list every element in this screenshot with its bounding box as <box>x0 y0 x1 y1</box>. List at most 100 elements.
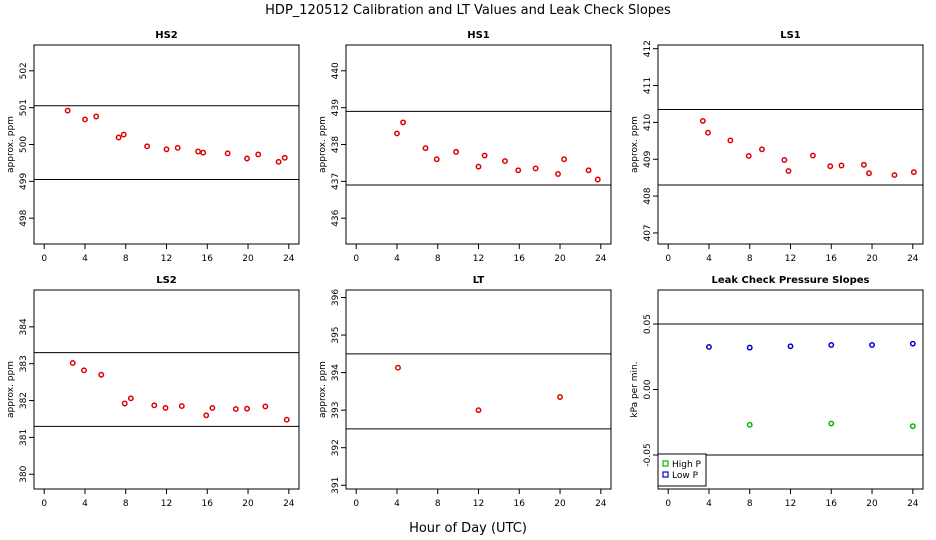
data-point-lt-series <box>557 394 563 400</box>
panel-title-ls2: LS2 <box>156 275 177 286</box>
data-point-ls1-series <box>891 172 898 179</box>
x-tick-label-lt: 16 <box>514 499 526 509</box>
x-tick-label-hs2: 12 <box>161 254 172 264</box>
legend-marker-high-p <box>662 460 669 467</box>
y-tick-label-lt: 394 <box>331 364 341 381</box>
x-tick-label-ls1: 20 <box>866 254 878 264</box>
y-tick-label-ls1: 409 <box>643 150 653 167</box>
data-point-hs1-series <box>515 167 522 174</box>
data-point-hs2-series <box>174 144 181 151</box>
y-axis-title-ls1: approx. ppm <box>630 116 640 173</box>
data-point-ls2-series <box>121 400 128 407</box>
legend-box-leak-check-pressure-slopes <box>657 453 707 487</box>
data-point-ls1-series <box>785 168 792 174</box>
x-tick-label-hs1: 24 <box>595 254 607 264</box>
y-tick-label-lt: 393 <box>331 402 341 419</box>
x-tick-label-ls2: 12 <box>161 499 172 509</box>
x-tick-label-ls1: 4 <box>706 254 712 264</box>
data-point-hs2-series <box>82 116 88 123</box>
data-point-leak-check-pressure-slopes-low-p <box>787 343 794 350</box>
data-point-hs2-series <box>93 113 100 120</box>
data-point-hs2-series <box>195 148 202 155</box>
panel-lt: LT 0 4 8 12 16 20 24 391 392 393 394 395 396 approx. p… <box>318 275 612 509</box>
data-point-hs1-series <box>585 167 592 174</box>
data-point-lt-series <box>475 407 482 414</box>
data-point-ls1-series <box>809 152 816 159</box>
data-point-ls1-series <box>759 146 765 153</box>
x-tick-label-hs2: 8 <box>123 254 129 264</box>
x-tick-label-hs1: 4 <box>394 254 400 264</box>
data-point-hs2-series <box>144 143 151 150</box>
y-tick-label-hs2: 498 <box>19 209 29 226</box>
data-point-hs1-series <box>532 165 539 172</box>
y-axis-title-hs2: approx. ppm <box>6 116 16 173</box>
y-tick-label-ls1: 411 <box>643 77 653 94</box>
data-point-hs1-series <box>400 119 407 126</box>
legend-label-low-p: Low P <box>672 471 699 481</box>
data-point-ls1-series <box>860 161 867 168</box>
x-tick-label-ls2: 20 <box>242 499 254 509</box>
y-tick-label-hs1: 439 <box>331 99 341 116</box>
panel-hs2: HS2 0 4 8 12 16 20 24 498 499 500 501 502 approx. ppm <box>6 30 300 264</box>
x-tick-label-lt: 20 <box>554 499 566 509</box>
x-tick-label-leak-check-pressure-slopes: 8 <box>747 499 753 509</box>
y-axis-title-hs1: approx. ppm <box>318 116 328 173</box>
data-point-lt-series <box>395 364 401 371</box>
panel-leak-check-pressure-slopes: Leak Check Pressure Slopes 0 4 8 12 16 20 24 -0.… <box>630 275 924 509</box>
data-point-ls2-series <box>283 416 290 423</box>
x-tick-label-leak-check-pressure-slopes: 12 <box>785 499 796 509</box>
y-tick-label-leak-check-pressure-slopes: -0.05 <box>643 443 653 466</box>
y-axis-title-leak-check-pressure-slopes: kPa per min. <box>630 361 640 417</box>
data-point-hs1-series <box>422 145 429 152</box>
data-point-ls1-series <box>727 137 734 144</box>
panel-ls2: LS2 0 4 8 12 16 20 24 380 381 382 383 384 approx. ppm <box>6 275 300 509</box>
y-tick-label-hs1: 437 <box>331 173 341 190</box>
y-tick-label-ls2: 384 <box>19 318 29 335</box>
y-tick-label-hs1: 438 <box>331 136 341 153</box>
figure-title: HDP_120512 Calibration and LT Values and… <box>265 3 671 18</box>
data-point-ls1-series <box>745 152 752 159</box>
data-point-hs2-series <box>275 158 282 165</box>
x-tick-label-hs2: 24 <box>283 254 295 264</box>
y-tick-label-lt: 396 <box>331 289 341 306</box>
x-tick-label-hs2: 4 <box>82 254 88 264</box>
data-point-hs1-series <box>561 156 568 163</box>
data-point-hs2-series <box>115 134 122 141</box>
x-tick-label-ls2: 16 <box>202 499 214 509</box>
x-tick-label-ls1: 16 <box>826 254 838 264</box>
x-tick-label-ls2: 8 <box>123 499 129 509</box>
data-point-ls1-series <box>910 169 917 176</box>
y-tick-label-hs2: 502 <box>19 62 29 79</box>
legend-marker-low-p <box>662 471 669 478</box>
data-point-hs1-series <box>453 148 460 155</box>
x-tick-label-hs2: 16 <box>202 254 214 264</box>
data-point-hs1-series <box>481 152 488 159</box>
data-point-hs1-series <box>394 130 400 137</box>
x-tick-label-hs2: 0 <box>41 254 47 264</box>
data-point-hs2-series <box>120 131 127 138</box>
data-point-ls2-series <box>151 402 158 409</box>
data-point-ls2-series <box>209 404 216 411</box>
y-tick-label-ls2: 383 <box>19 355 29 372</box>
data-point-hs1-series <box>433 156 440 163</box>
data-point-hs1-series <box>502 158 508 165</box>
x-tick-label-ls2: 0 <box>41 499 47 509</box>
data-point-ls2-series <box>244 405 250 412</box>
y-tick-label-hs2: 499 <box>19 172 29 189</box>
data-point-ls1-series <box>699 117 706 124</box>
y-tick-label-hs2: 500 <box>19 136 29 153</box>
data-point-hs2-series <box>163 146 170 153</box>
data-point-leak-check-pressure-slopes-high-p <box>909 423 916 430</box>
data-point-leak-check-pressure-slopes-low-p <box>746 344 753 351</box>
data-point-ls2-series <box>232 406 239 412</box>
data-point-ls2-series <box>203 412 210 419</box>
data-point-hs1-series <box>594 176 601 183</box>
x-tick-label-hs1: 20 <box>554 254 566 264</box>
x-tick-label-ls1: 12 <box>785 254 796 264</box>
y-axis-title-lt: approx. ppm <box>318 361 328 418</box>
data-point-ls1-series <box>781 157 788 163</box>
data-point-hs2-series <box>281 154 288 161</box>
panel-hs1: HS1 0 4 8 12 16 20 24 436 437 438 439 440 approx. ppm <box>318 30 612 264</box>
data-point-hs1-series <box>555 171 561 177</box>
